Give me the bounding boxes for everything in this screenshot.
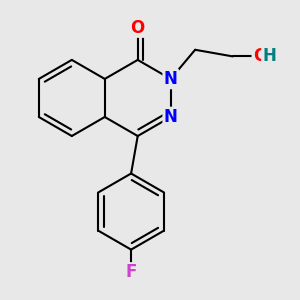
Text: N: N — [164, 108, 178, 126]
Text: O: O — [253, 47, 267, 65]
Text: F: F — [125, 263, 137, 281]
Text: H: H — [262, 47, 276, 65]
Text: N: N — [164, 70, 178, 88]
Text: O: O — [130, 19, 145, 37]
